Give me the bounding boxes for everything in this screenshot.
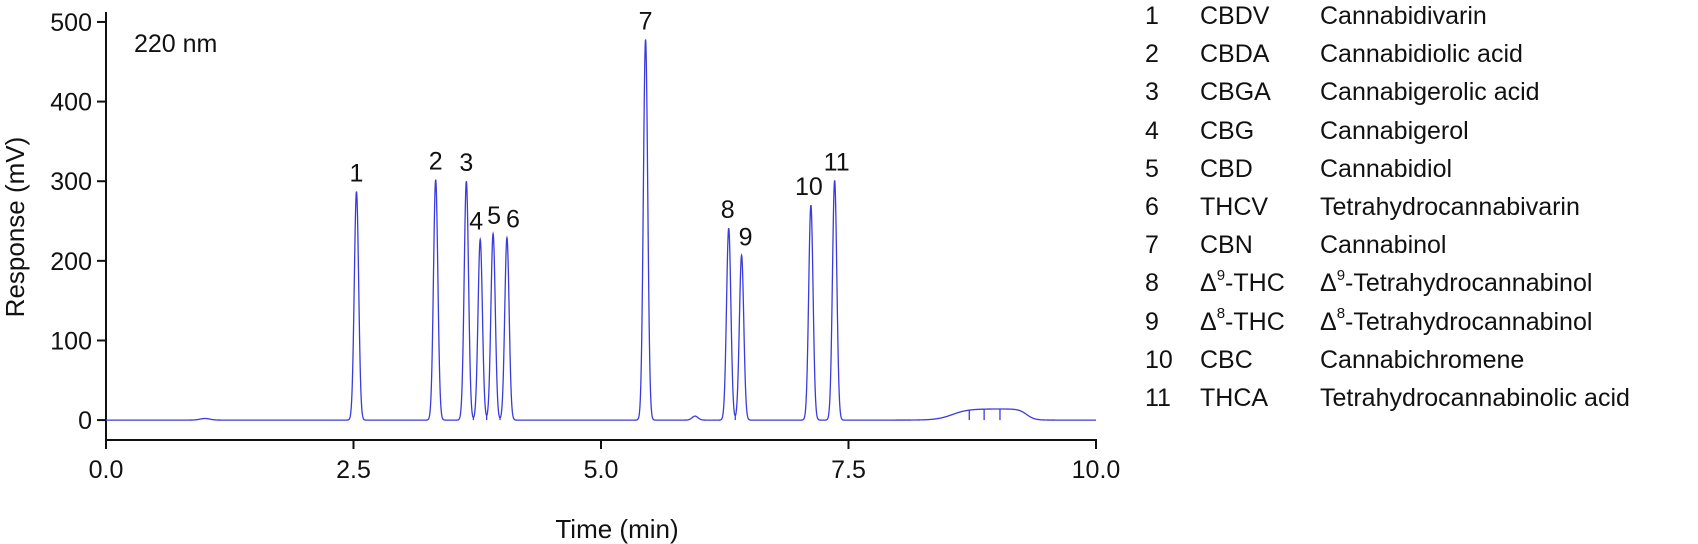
legend-compound-name: Tetrahydrocannabivarin (1320, 193, 1580, 221)
peak-label: 1 (350, 160, 364, 188)
y-axis-label: Response (mV) (0, 137, 30, 318)
legend-abbreviation: THCV (1200, 193, 1269, 221)
chromatogram-trace (106, 39, 1096, 421)
peak-label: 4 (469, 207, 483, 235)
axis-ticks: 0.0 2.5 5.0 7.5 10.0 0 100 200 300 400 500 (50, 9, 1120, 484)
legend-number: 5 (1145, 154, 1159, 183)
legend-abbreviation: CBG (1200, 116, 1255, 145)
legend-number: 2 (1145, 40, 1159, 69)
legend-number: 8 (1145, 269, 1159, 298)
y-tick-label: 300 (50, 168, 92, 196)
legend-compound-name: Cannabigerolic acid (1320, 78, 1540, 107)
y-tick-label: 100 (50, 327, 92, 355)
legend-compound-name: Cannabidiolic acid (1320, 40, 1523, 69)
legend-number: 6 (1145, 193, 1159, 221)
legend-abbreviation: CBC (1200, 345, 1253, 374)
x-tick-label: 5.0 (584, 456, 619, 484)
legend-number: 1 (1145, 2, 1159, 30)
peak-label: 8 (721, 196, 735, 224)
legend-compound-name: Tetrahydrocannabinolic acid (1320, 384, 1630, 412)
legend-abbreviation: THCA (1200, 384, 1269, 412)
legend-compound-name: Δ9-Tetrahydrocannabinol (1320, 267, 1593, 298)
y-tick-label: 0 (78, 407, 92, 435)
legend-abbreviation: Δ8-THC (1200, 305, 1285, 336)
x-tick-label: 0.0 (89, 456, 124, 484)
x-tick-label: 2.5 (336, 456, 371, 484)
legend-number: 7 (1145, 231, 1159, 260)
legend-abbreviation: CBD (1200, 154, 1253, 183)
legend-compound-name: Δ8-Tetrahydrocannabinol (1320, 305, 1593, 336)
legend-number: 3 (1145, 78, 1159, 107)
legend-compound-name: Cannabidiol (1320, 154, 1453, 183)
legend-compound-name: Cannabinol (1320, 231, 1447, 260)
legend-compound-name: Cannabigerol (1320, 116, 1469, 145)
axes (105, 12, 1097, 441)
peak-label: 3 (459, 149, 473, 177)
peak-label: 2 (429, 148, 443, 176)
peak-label: 11 (824, 148, 850, 176)
x-tick-label: 7.5 (831, 456, 866, 484)
peak-label: 10 (795, 173, 823, 201)
legend-compound-name: Cannabichromene (1320, 345, 1525, 374)
legend-abbreviation: Δ9-THC (1200, 267, 1285, 298)
peak-label: 7 (639, 7, 653, 35)
legend-abbreviation: CBGA (1200, 78, 1271, 107)
peak-label: 5 (487, 202, 501, 230)
y-tick-label: 500 (50, 9, 92, 37)
wavelength-annotation: 220 nm (134, 30, 217, 58)
legend-number: 9 (1145, 307, 1159, 336)
x-axis-label: Time (min) (555, 514, 678, 544)
x-tick-label: 10.0 (1072, 456, 1121, 484)
legend-compound-name: Cannabidivarin (1320, 2, 1487, 30)
legend-abbreviation: CBDA (1200, 40, 1270, 69)
legend-number: 10 (1145, 345, 1173, 374)
peak-droplines (472, 408, 1001, 421)
legend-number: 4 (1145, 116, 1159, 145)
y-tick-label: 200 (50, 248, 92, 276)
peak-label: 6 (506, 206, 520, 234)
y-tick-label: 400 (50, 89, 92, 117)
legend-abbreviation: CBN (1200, 231, 1253, 260)
legend-number: 11 (1145, 384, 1171, 412)
legend-abbreviation: CBDV (1200, 2, 1270, 30)
peak-label: 9 (739, 223, 753, 251)
